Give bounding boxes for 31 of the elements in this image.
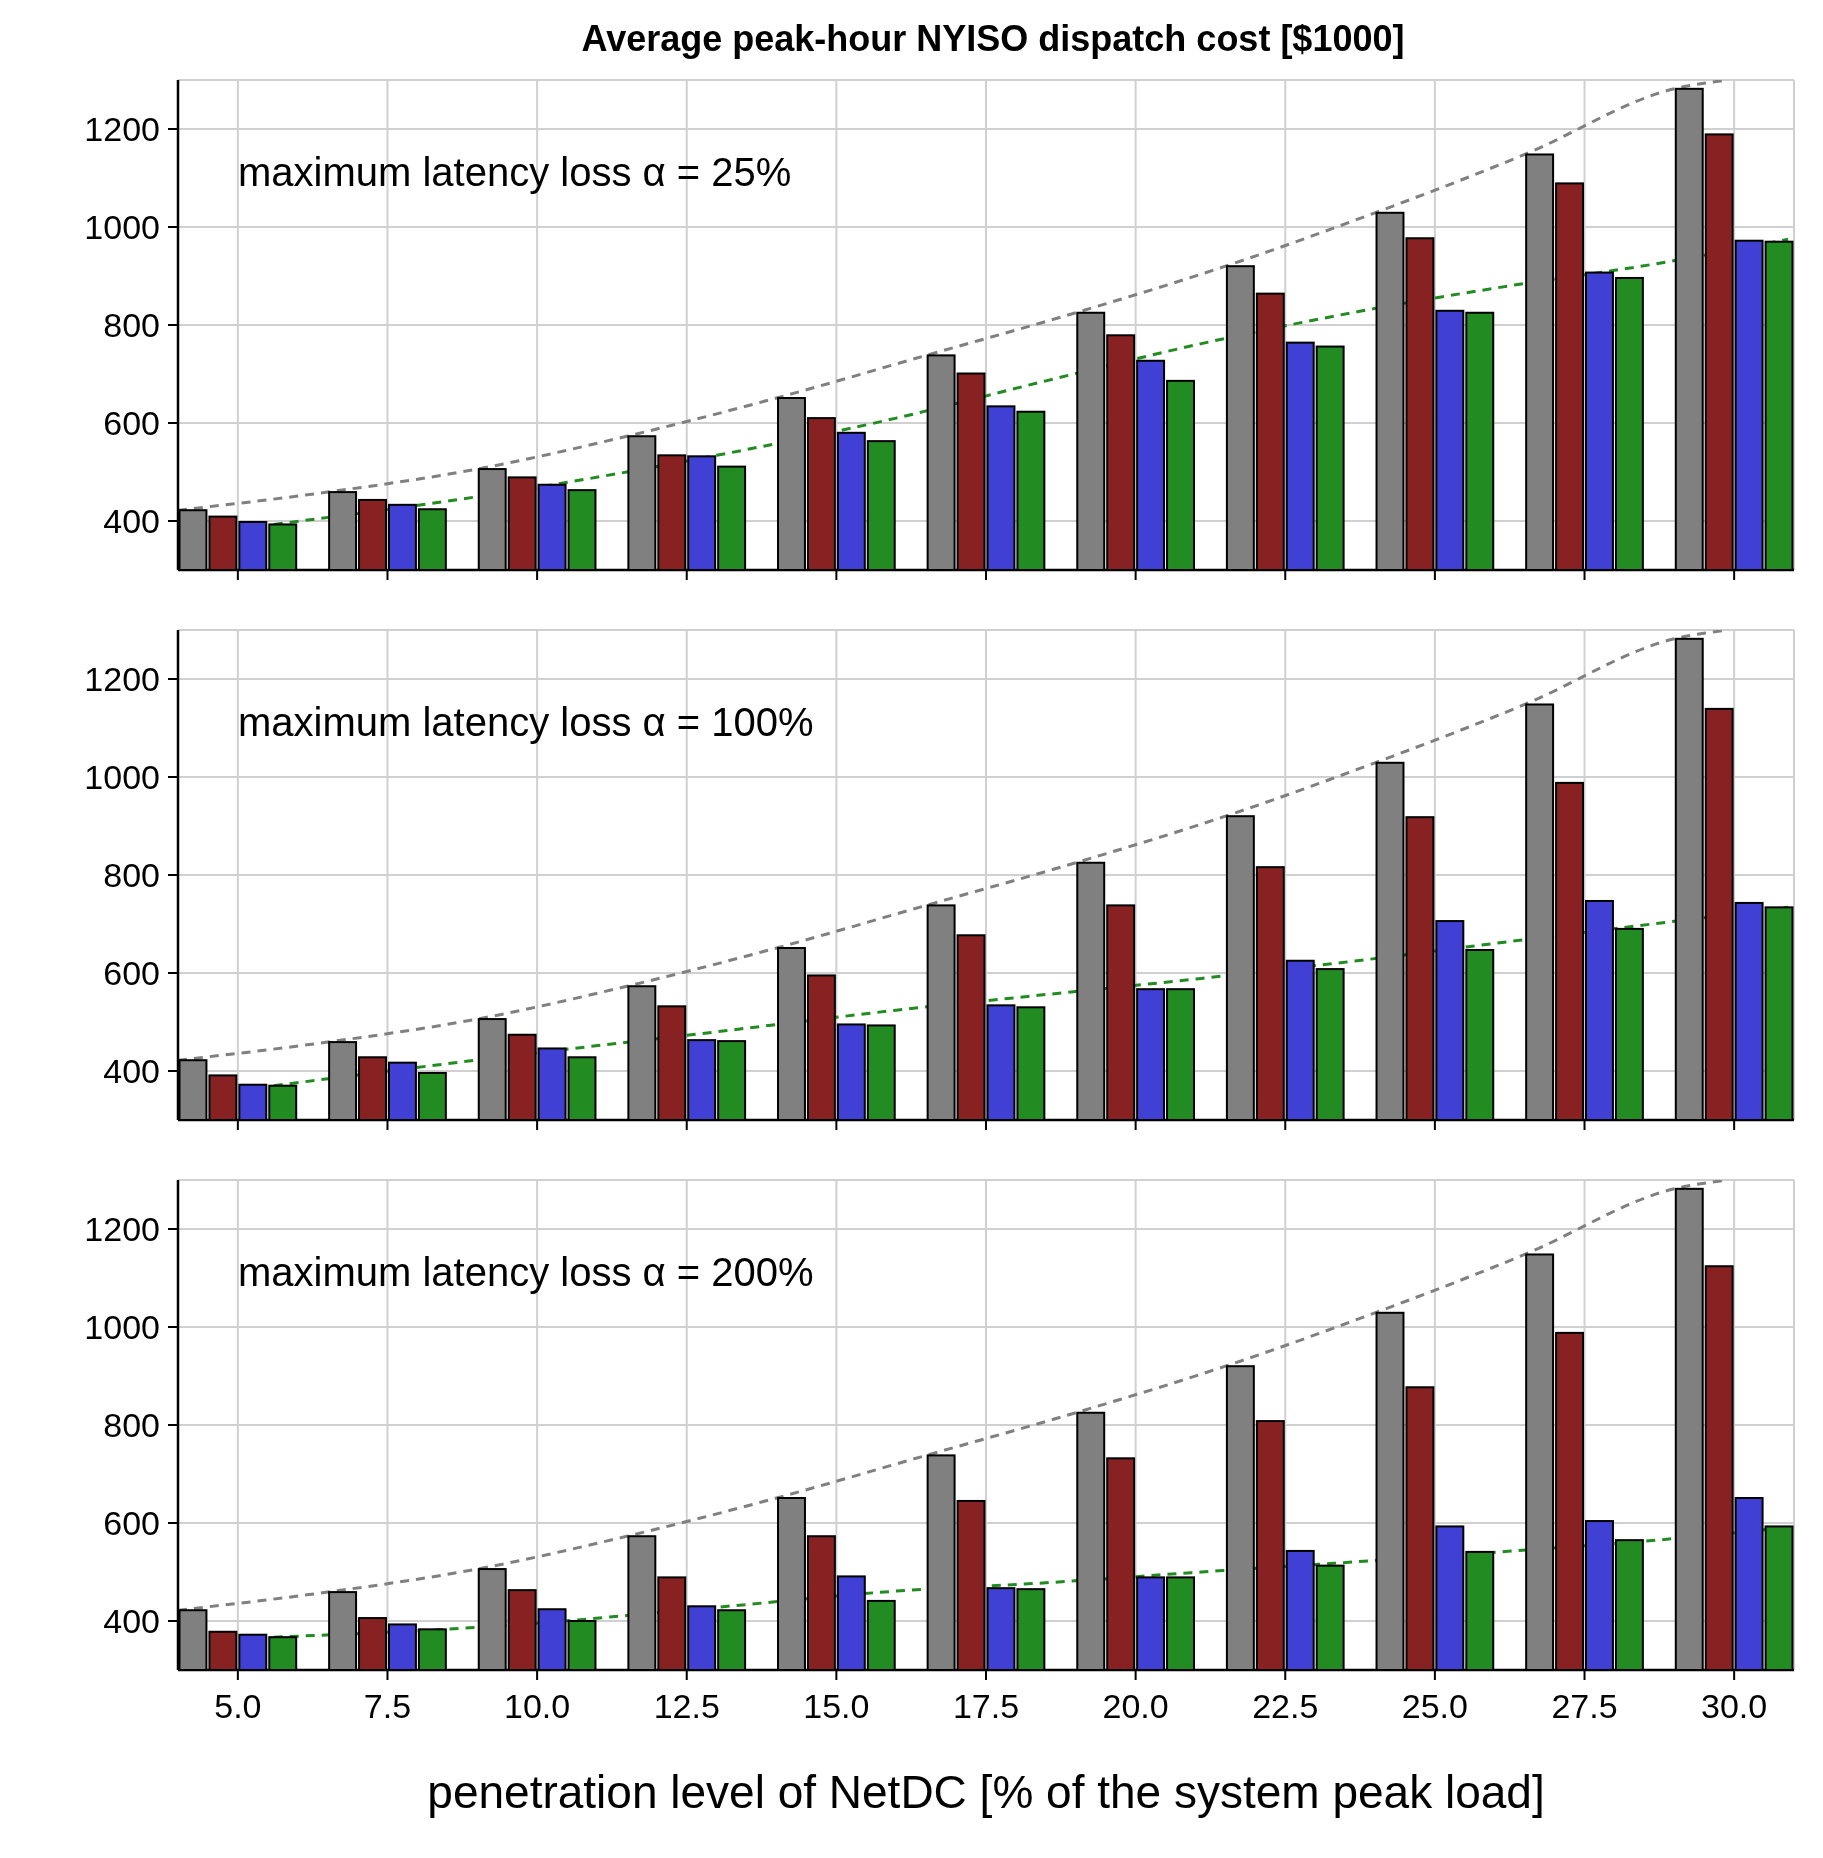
x-tick-label: 17.5 — [952, 1687, 1020, 1726]
y-tick-label: 800 — [103, 856, 160, 895]
y-tick-label: 800 — [103, 1406, 160, 1445]
y-tick-label: 400 — [103, 1602, 160, 1641]
x-tick-label: 12.5 — [653, 1687, 720, 1726]
x-tick-label: 10.0 — [504, 1687, 571, 1726]
annotation: maximum latency loss α = 100% — [238, 700, 814, 745]
x-tick-label: 15.0 — [803, 1687, 870, 1726]
y-tick-label: 1200 — [84, 660, 160, 699]
x-tick-label: 7.5 — [363, 1687, 412, 1726]
x-tick-label: 27.5 — [1551, 1687, 1618, 1726]
y-tick-label: 1000 — [84, 208, 160, 247]
annotation: maximum latency loss α = 200% — [238, 1250, 814, 1295]
chart-title: Average peak-hour NYISO dispatch cost [$1000] — [580, 17, 1406, 61]
y-tick-label: 600 — [103, 1504, 160, 1543]
x-tick-label: 30.0 — [1701, 1687, 1768, 1726]
y-tick-label: 1000 — [84, 1308, 160, 1347]
x-axis-title: penetration level of NetDC [% of the system peak load] — [427, 1766, 1545, 1818]
x-tick-label: 22.5 — [1252, 1687, 1319, 1726]
x-tick-label: 25.0 — [1401, 1687, 1468, 1726]
y-tick-label: 800 — [103, 306, 160, 345]
x-tick-label: 20.0 — [1102, 1687, 1169, 1726]
y-tick-label: 1200 — [84, 1210, 160, 1249]
y-tick-label: 600 — [103, 404, 160, 443]
annotation: maximum latency loss α = 25% — [238, 150, 792, 195]
y-tick-label: 400 — [103, 502, 160, 541]
y-tick-label: 600 — [103, 954, 160, 993]
y-tick-label: 400 — [103, 1052, 160, 1091]
y-tick-label: 1000 — [84, 758, 160, 797]
x-tick-label: 5.0 — [214, 1687, 262, 1726]
y-tick-label: 1200 — [84, 110, 160, 149]
